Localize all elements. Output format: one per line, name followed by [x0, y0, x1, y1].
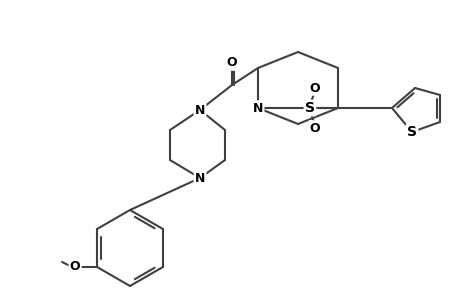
Text: N: N [195, 172, 205, 184]
Text: S: S [406, 125, 416, 139]
Text: O: O [70, 260, 80, 274]
Text: O: O [226, 56, 237, 70]
Text: N: N [195, 103, 205, 116]
Text: S: S [304, 101, 314, 115]
Text: O: O [309, 82, 319, 94]
Text: O: O [309, 122, 319, 134]
Text: N: N [252, 101, 263, 115]
